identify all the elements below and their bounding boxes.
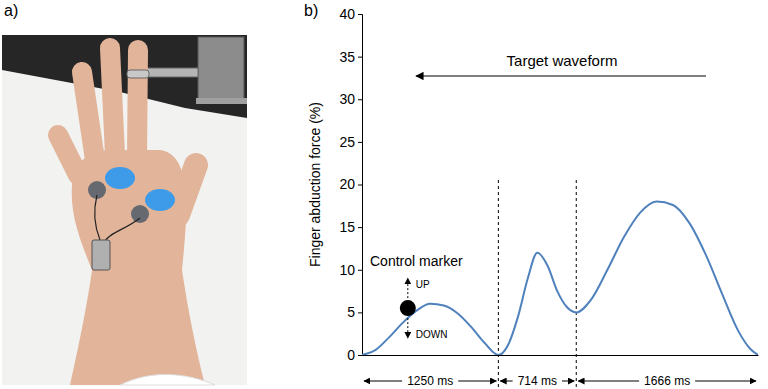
y-tick-label: 10 (339, 262, 355, 278)
y-tick-label: 20 (339, 176, 355, 192)
marker-up-label: UP (416, 279, 430, 290)
y-axis: 0 5 10 15 20 25 30 35 40 (339, 6, 362, 363)
y-tick: 35 (339, 49, 362, 65)
segment-label: 1250 ms (407, 374, 453, 388)
sensor-rod (196, 98, 247, 104)
marker-down-label: DOWN (416, 329, 448, 340)
down-arrow (407, 318, 408, 338)
direction-arrow (416, 75, 706, 76)
force-sensor (198, 37, 244, 99)
y-tick: 20 (339, 176, 362, 192)
waveform-line (362, 202, 758, 355)
segments: 1250 ms 714 ms 1666 ms (364, 180, 756, 388)
y-axis-title: Finger abduction force (%) (307, 102, 323, 267)
plot-area (362, 202, 758, 355)
segment-arrow (500, 381, 512, 382)
finger (137, 50, 138, 158)
amplifier (92, 240, 110, 270)
y-tick: 25 (339, 134, 362, 150)
panel-a-photo (2, 35, 247, 385)
y-tick-mark (358, 57, 362, 58)
segment-arrow (578, 381, 639, 382)
y-tick: 30 (339, 91, 362, 107)
electrode-pad (145, 189, 175, 211)
finger (110, 48, 115, 155)
segment-arrow (695, 381, 756, 382)
y-tick-label: 25 (339, 134, 355, 150)
panel-label: b) (304, 2, 318, 19)
up-arrow (407, 278, 408, 298)
electrode-pad (105, 167, 135, 189)
y-tick-label: 30 (339, 91, 355, 107)
segment-arrow (562, 381, 574, 382)
x-axis (363, 355, 759, 356)
y-tick-mark (358, 185, 362, 186)
finger (82, 72, 95, 160)
y-tick-mark (358, 355, 362, 356)
y-tick: 10 (339, 262, 362, 278)
sleeve (120, 374, 215, 385)
segment-divider (498, 180, 499, 388)
x-axis-line (363, 355, 759, 356)
y-tick: 5 (347, 304, 362, 320)
y-tick: 0 (347, 347, 362, 363)
electrode-wire (95, 195, 140, 242)
segment-arrow (364, 381, 402, 382)
finger (178, 165, 196, 215)
y-tick-label: 35 (339, 49, 355, 65)
hand (70, 150, 205, 385)
marker-label: Control marker (370, 253, 463, 269)
y-tick: 15 (339, 219, 362, 235)
annotation: Target waveform (507, 52, 618, 69)
paper (2, 35, 247, 385)
y-tick-label: 0 (347, 347, 355, 363)
y-tick-label: 15 (339, 219, 355, 235)
finger-ring (127, 70, 149, 78)
segment-label: 714 ms (518, 374, 557, 388)
y-tick-mark (358, 270, 362, 271)
figure: a) b) 0 5 10 15 20 25 30 35 40 Finger abduction for… (0, 0, 768, 389)
y-tick-mark (358, 14, 362, 15)
y-tick-mark (358, 142, 362, 143)
connector (145, 68, 198, 77)
y-tick: 40 (339, 6, 362, 22)
y-axis-line (358, 15, 363, 356)
background-dark (2, 35, 247, 118)
finger (58, 135, 78, 175)
control-marker (400, 300, 416, 316)
segment-arrow (458, 381, 496, 382)
segment-label: 1666 ms (644, 374, 690, 388)
y-tick-mark (358, 312, 362, 313)
segment-divider (576, 180, 577, 388)
electrode (131, 205, 149, 223)
y-tick-mark (358, 227, 362, 228)
y-tick-label: 5 (347, 304, 355, 320)
panel-label: a) (4, 2, 18, 19)
y-tick-mark (358, 99, 362, 100)
y-tick-label: 40 (339, 6, 355, 22)
